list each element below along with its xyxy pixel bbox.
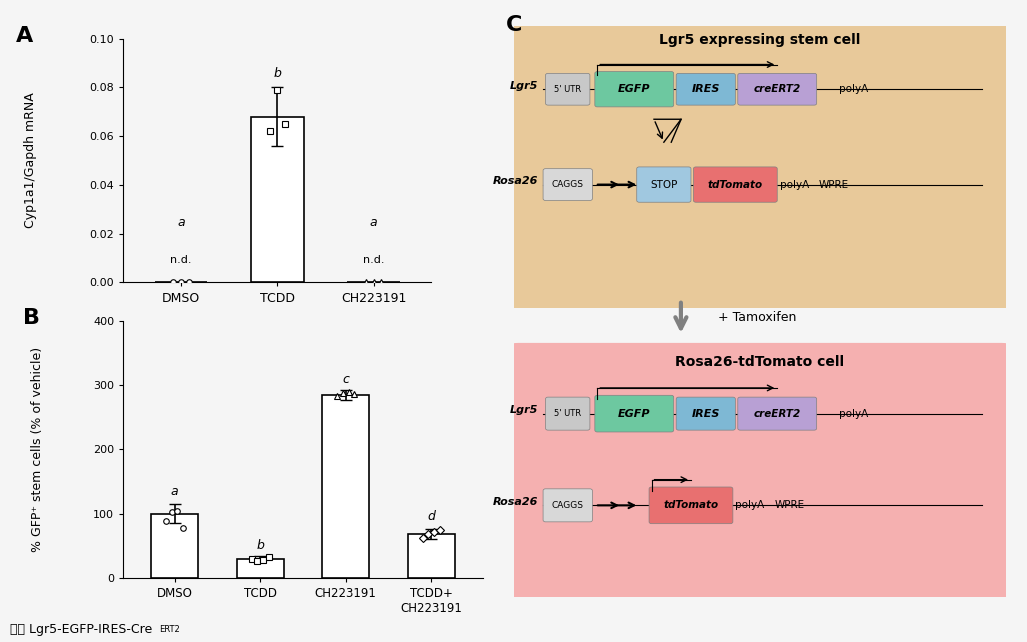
Bar [236, 559, 283, 578]
Text: d: d [427, 510, 435, 523]
FancyBboxPatch shape [503, 26, 1017, 308]
Bar [151, 514, 198, 578]
Text: CAGGS: CAGGS [551, 180, 583, 189]
FancyBboxPatch shape [693, 167, 777, 202]
Text: Rosa26: Rosa26 [493, 176, 538, 186]
FancyBboxPatch shape [595, 72, 674, 107]
Text: Rosa26: Rosa26 [493, 497, 538, 507]
Text: tdTomato: tdTomato [708, 180, 763, 189]
Bar [322, 395, 370, 578]
Text: creERT2: creERT2 [754, 408, 801, 419]
Text: B: B [23, 308, 40, 328]
Text: + Tamoxifen: + Tamoxifen [718, 311, 796, 324]
Text: WPRE: WPRE [774, 500, 805, 510]
Text: c: c [342, 374, 349, 386]
FancyBboxPatch shape [595, 395, 674, 432]
FancyBboxPatch shape [637, 167, 691, 202]
FancyBboxPatch shape [676, 73, 735, 105]
Text: IRES: IRES [691, 408, 720, 419]
Text: n.d.: n.d. [363, 256, 384, 265]
Text: Lgr5: Lgr5 [509, 81, 538, 91]
Text: IRES: IRES [691, 84, 720, 94]
Text: a: a [170, 485, 179, 498]
Text: polyA: polyA [779, 180, 809, 189]
Text: 5' UTR: 5' UTR [555, 85, 581, 94]
FancyBboxPatch shape [543, 169, 593, 200]
Text: Lgr5 expressing stem cell: Lgr5 expressing stem cell [659, 33, 861, 47]
Text: EGFP: EGFP [618, 84, 650, 94]
Text: EGFP: EGFP [618, 408, 650, 419]
FancyBboxPatch shape [543, 489, 593, 522]
Bar [408, 534, 455, 578]
Text: ERT2: ERT2 [159, 625, 180, 634]
Text: 5' UTR: 5' UTR [555, 409, 581, 418]
Text: STOP: STOP [650, 180, 678, 189]
FancyBboxPatch shape [737, 397, 816, 430]
Text: b: b [273, 67, 281, 80]
FancyBboxPatch shape [503, 344, 1017, 604]
Text: a: a [370, 216, 377, 229]
FancyBboxPatch shape [545, 73, 589, 105]
FancyBboxPatch shape [676, 397, 735, 430]
Text: tdTomato: tdTomato [663, 500, 719, 510]
Text: n.d.: n.d. [170, 256, 192, 265]
Text: polyA: polyA [839, 408, 868, 419]
FancyBboxPatch shape [649, 487, 733, 524]
Text: polyA: polyA [735, 500, 764, 510]
Text: CAGGS: CAGGS [551, 501, 583, 510]
Bar [251, 117, 304, 282]
Text: Rosa26-tdTomato cell: Rosa26-tdTomato cell [676, 355, 844, 369]
Y-axis label: % GFP⁺ stem cells (% of vehicle): % GFP⁺ stem cells (% of vehicle) [31, 347, 44, 552]
Text: polyA: polyA [839, 84, 868, 94]
FancyBboxPatch shape [545, 397, 589, 430]
Text: b: b [256, 539, 264, 552]
Text: Lgr5: Lgr5 [509, 405, 538, 415]
Text: WPRE: WPRE [820, 180, 849, 189]
FancyBboxPatch shape [737, 73, 816, 105]
Y-axis label: Cyp1a1/Gapdh mRNA: Cyp1a1/Gapdh mRNA [24, 92, 37, 229]
Text: 鼠： Lgr5-EGFP-IRES-Cre: 鼠： Lgr5-EGFP-IRES-Cre [10, 623, 153, 636]
Text: creERT2: creERT2 [754, 84, 801, 94]
Text: C: C [506, 15, 523, 35]
Text: a: a [178, 216, 185, 229]
Text: A: A [15, 26, 33, 46]
